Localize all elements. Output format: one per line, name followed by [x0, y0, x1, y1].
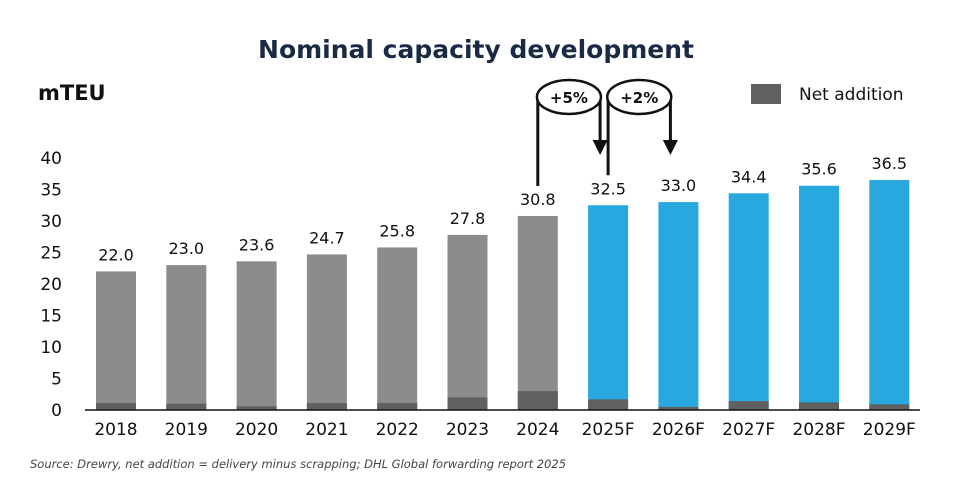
- legend-swatch-net-addition: [751, 84, 781, 104]
- net-addition-bar-2021: [306, 403, 347, 410]
- net-addition-bar-2026f: [658, 406, 699, 410]
- x-tick-label: 2025F: [582, 420, 635, 440]
- legend: Net addition: [751, 84, 904, 105]
- y-tick-label: 40: [40, 149, 62, 169]
- x-tick-label: 2027F: [722, 420, 775, 440]
- net-addition-bar-2024: [517, 391, 558, 410]
- y-axis-label: mTEU: [38, 81, 106, 105]
- y-tick-label: 30: [40, 212, 62, 232]
- bar-2025f: [588, 205, 629, 410]
- value-label-2024: 30.8: [520, 190, 556, 209]
- net-addition-bar-2028f: [799, 402, 839, 410]
- growth-label: +5%: [550, 89, 588, 107]
- value-label-2021: 24.7: [309, 228, 345, 247]
- bars: 22.0 23.0 23.6 24.7 25.8 27.8 30.8 32.5 33.0 34.4…: [96, 154, 910, 410]
- bar-2018: [96, 271, 136, 410]
- value-label-2020: 23.6: [239, 235, 275, 254]
- x-tick-label: 2018: [94, 420, 137, 440]
- value-label-2019: 23.0: [168, 239, 204, 258]
- chart-title: Nominal capacity development: [258, 35, 694, 64]
- x-axis: 2018 2019 2020 2021 2022 2023 2024 2025F 2026F 20…: [85, 409, 920, 440]
- net-addition-bar-2025f: [588, 399, 629, 410]
- x-tick-label: 2020: [235, 420, 278, 440]
- y-tick-label: 25: [40, 244, 62, 264]
- legend-label-net-addition: Net addition: [799, 85, 904, 105]
- growth-annotations: +5% +2%: [535, 78, 678, 186]
- y-tick-label: 35: [40, 181, 62, 201]
- x-tick-label: 2019: [165, 420, 208, 440]
- y-tick-label: 15: [40, 307, 62, 327]
- bar-2021: [306, 254, 347, 410]
- value-label-2027f: 34.4: [731, 167, 767, 186]
- growth-annotation-2: +2%: [606, 78, 678, 176]
- y-axis: 0 5 10 15 20 25 30 35 40: [40, 149, 62, 421]
- value-label-2028f: 35.6: [801, 160, 837, 179]
- net-addition-bar-2019: [166, 403, 207, 410]
- value-label-2025f: 32.5: [590, 179, 626, 198]
- value-label-2018: 22.0: [98, 245, 134, 264]
- y-tick-label: 20: [40, 275, 62, 295]
- net-addition-bar-2027f: [728, 401, 769, 410]
- bar-2020: [236, 261, 277, 410]
- x-tick-label: 2024: [516, 420, 559, 440]
- source-note: Source: Drewry, net addition = delivery …: [30, 457, 567, 471]
- net-addition-bar-2020: [236, 406, 277, 410]
- growth-bubble: [535, 78, 603, 116]
- bar-2028f: [799, 185, 839, 410]
- growth-bubble: [606, 78, 673, 116]
- net-addition-bar-2022: [377, 403, 418, 410]
- value-label-2026f: 33.0: [661, 176, 697, 195]
- y-tick-label: 0: [51, 401, 62, 421]
- value-label-2023: 27.8: [450, 209, 486, 228]
- net-addition-bar-2023: [447, 397, 488, 410]
- net-addition-bar-2029f: [869, 404, 910, 410]
- x-tick-label: 2028F: [792, 420, 845, 440]
- capacity-chart: Nominal capacity development mTEU Net ad…: [38, 35, 920, 440]
- y-tick-label: 5: [51, 370, 62, 390]
- x-tick-label: 2023: [446, 420, 489, 440]
- bar-2024: [517, 215, 558, 410]
- bar-2019: [166, 265, 207, 410]
- value-label-2029f: 36.5: [871, 154, 907, 173]
- x-tick-label: 2026F: [652, 420, 705, 440]
- net-addition-bar-2018: [96, 403, 136, 410]
- bar-2027f: [728, 193, 769, 410]
- bar-2023: [447, 234, 488, 410]
- x-tick-label: 2029F: [863, 420, 916, 440]
- bar-2029f: [869, 180, 910, 410]
- bar-2026f: [658, 202, 699, 410]
- value-label-2022: 25.8: [379, 221, 415, 240]
- x-tick-label: 2021: [305, 420, 348, 440]
- growth-label: +2%: [620, 89, 658, 107]
- x-tick-label: 2022: [376, 420, 419, 440]
- y-tick-label: 10: [40, 338, 62, 358]
- bar-2022: [377, 247, 418, 410]
- growth-annotation-1: +5%: [535, 78, 608, 186]
